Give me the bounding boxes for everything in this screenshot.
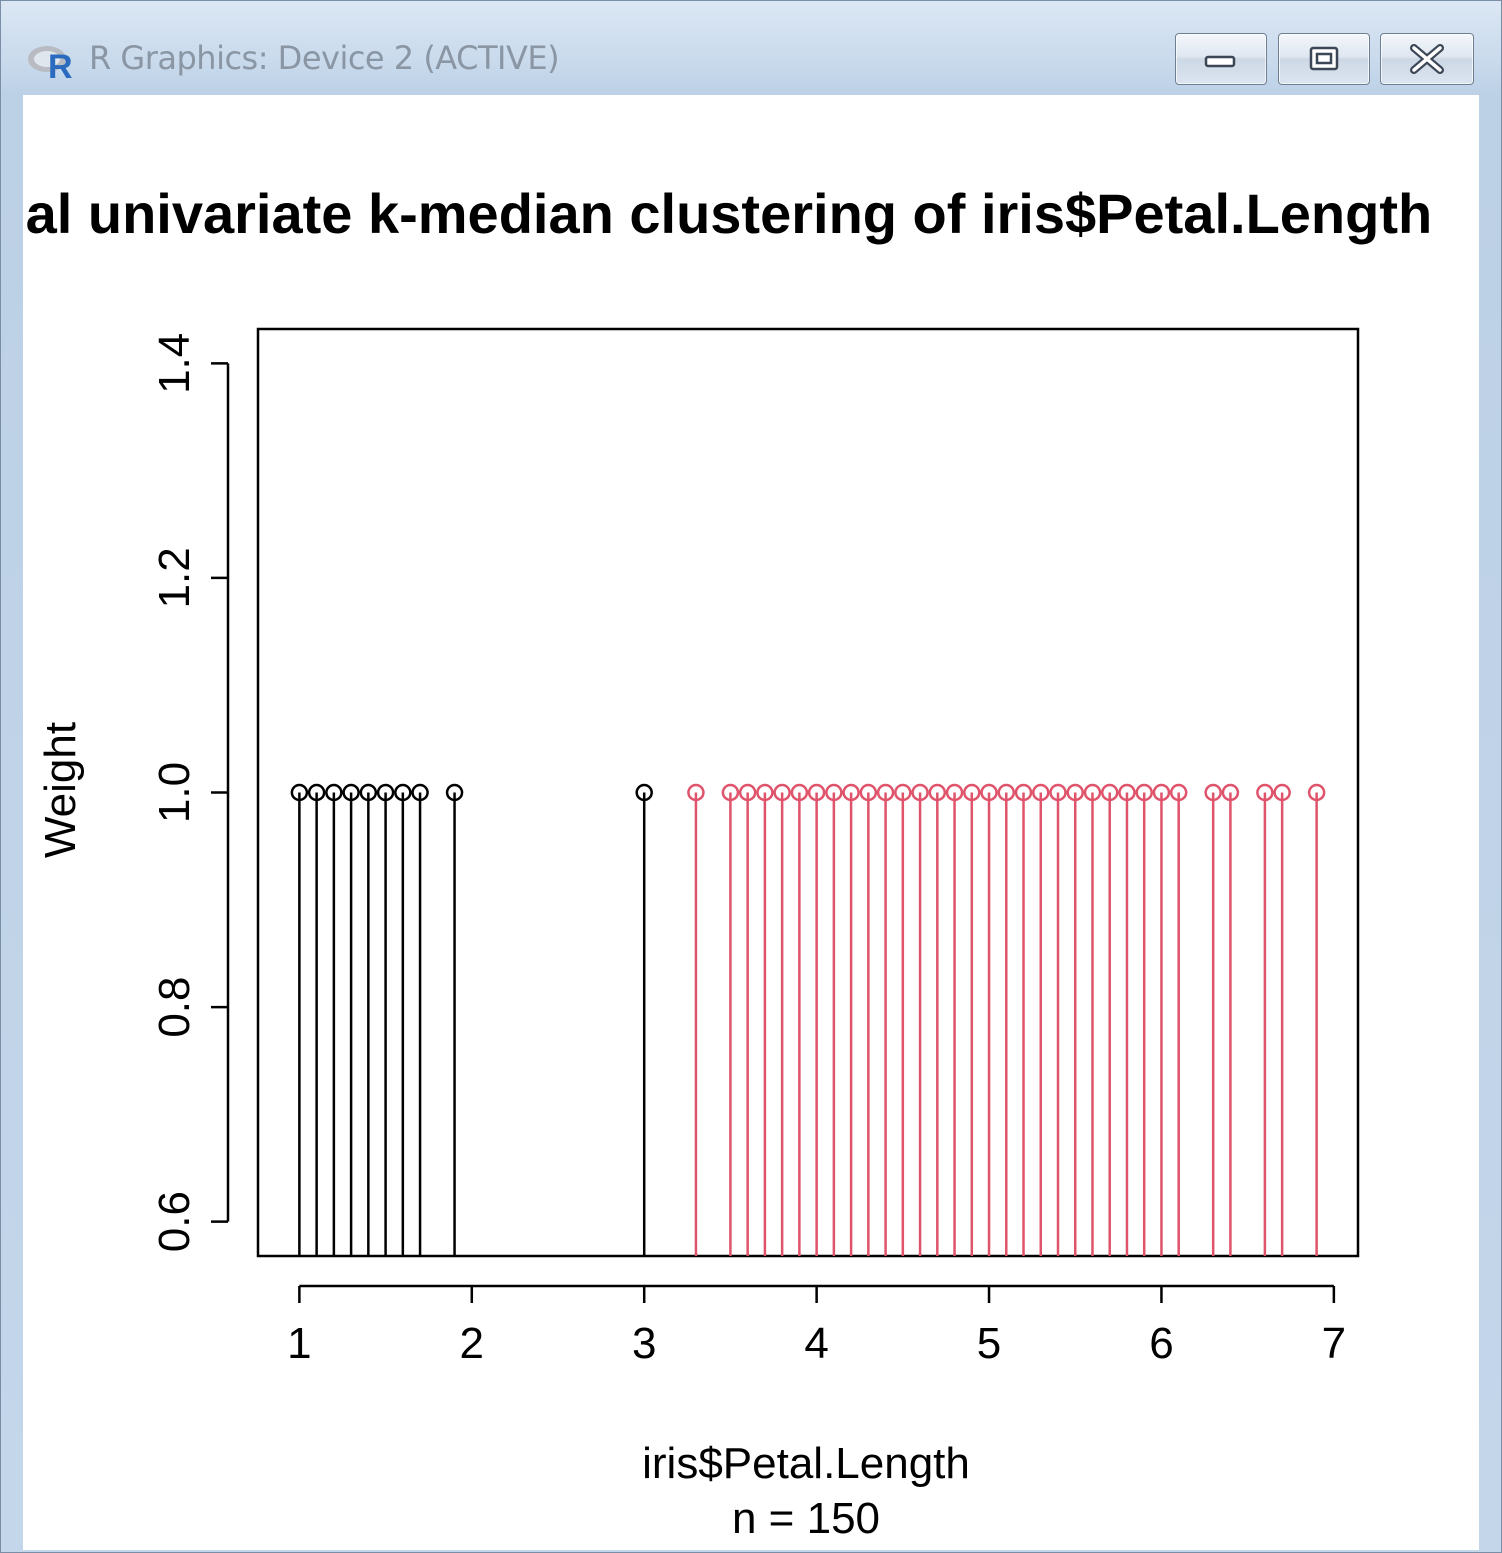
stem-point	[876, 783, 895, 802]
stem-point	[342, 783, 360, 802]
close-button[interactable]	[1380, 33, 1474, 85]
stem-point	[825, 783, 843, 802]
stem-point	[790, 783, 809, 802]
maximize-button[interactable]	[1278, 33, 1370, 85]
stem-point	[1049, 783, 1067, 802]
stem-point	[411, 783, 429, 802]
y-tick-label: 0.6	[150, 1191, 199, 1252]
stem-point	[290, 783, 309, 802]
stem-point	[1135, 783, 1153, 802]
stem-point	[1032, 783, 1050, 802]
y-tick-label: 1.2	[150, 547, 199, 608]
stem-point	[997, 783, 1016, 802]
x-tick-label: 1	[287, 1319, 311, 1368]
plot-frame	[256, 327, 1360, 1258]
stem-point	[963, 783, 981, 802]
stem-point	[980, 783, 998, 802]
stem-point	[928, 783, 947, 802]
stem-plot: Optimal univariate k-median clustering o…	[23, 182, 1432, 1543]
y-tick-label: 1.0	[150, 762, 199, 823]
stem-point	[1014, 783, 1033, 802]
chart-title: Optimal univariate k-median clustering o…	[23, 182, 1432, 245]
stem-point	[1100, 783, 1119, 802]
stem-point	[445, 783, 464, 802]
stem-point	[1307, 783, 1326, 802]
stem-point	[738, 783, 757, 802]
close-icon	[1410, 44, 1444, 74]
x-axis-label: iris$Petal.Length	[642, 1439, 970, 1488]
svg-text:R: R	[48, 48, 73, 81]
x-tick-label: 4	[804, 1319, 828, 1368]
x-tick-label: 6	[1149, 1319, 1173, 1368]
stem-point	[859, 783, 878, 802]
minimize-button[interactable]	[1175, 33, 1267, 85]
x-tick-label: 5	[977, 1319, 1001, 1368]
stem-point	[1083, 783, 1102, 802]
stem-point	[945, 783, 964, 802]
stem-point	[911, 783, 929, 802]
stem-point	[756, 783, 774, 802]
maximize-icon	[1309, 46, 1339, 71]
stem-point	[807, 783, 826, 802]
stem-point	[1169, 783, 1188, 802]
y-axis-label: Weight	[36, 722, 85, 858]
stem-point	[376, 783, 395, 802]
stem-point	[1221, 783, 1240, 802]
x-axis-sublabel: n = 150	[732, 1494, 880, 1543]
minimize-icon	[1204, 55, 1236, 68]
x-tick-label: 3	[632, 1319, 656, 1368]
x-tick-label: 2	[460, 1319, 484, 1368]
stem-point	[325, 783, 343, 802]
stem-point	[721, 783, 740, 802]
y-tick-label: 0.8	[150, 976, 199, 1037]
stem-point	[394, 783, 412, 802]
title-bar[interactable]: R R Graphics: Device 2 (ACTIVE)	[1, 1, 1501, 95]
stem-point	[1118, 783, 1136, 802]
stem-point	[1256, 783, 1274, 802]
stem-point	[359, 783, 378, 802]
stem-point	[1204, 783, 1222, 802]
stem-point	[1066, 783, 1084, 802]
x-tick-label: 7	[1322, 1319, 1346, 1368]
window-title: R Graphics: Device 2 (ACTIVE)	[89, 39, 560, 77]
r-logo-icon: R	[28, 46, 73, 81]
stem-point	[635, 783, 653, 802]
stem-point	[687, 783, 705, 802]
stem-point	[773, 783, 791, 802]
y-tick-label: 1.4	[150, 333, 199, 394]
stem-point	[307, 783, 326, 802]
plot-canvas: Optimal univariate k-median clustering o…	[23, 95, 1479, 1550]
stem-point	[1152, 783, 1171, 802]
stem-point	[1273, 783, 1291, 802]
stem-point	[842, 783, 860, 802]
stem-point	[894, 783, 912, 802]
